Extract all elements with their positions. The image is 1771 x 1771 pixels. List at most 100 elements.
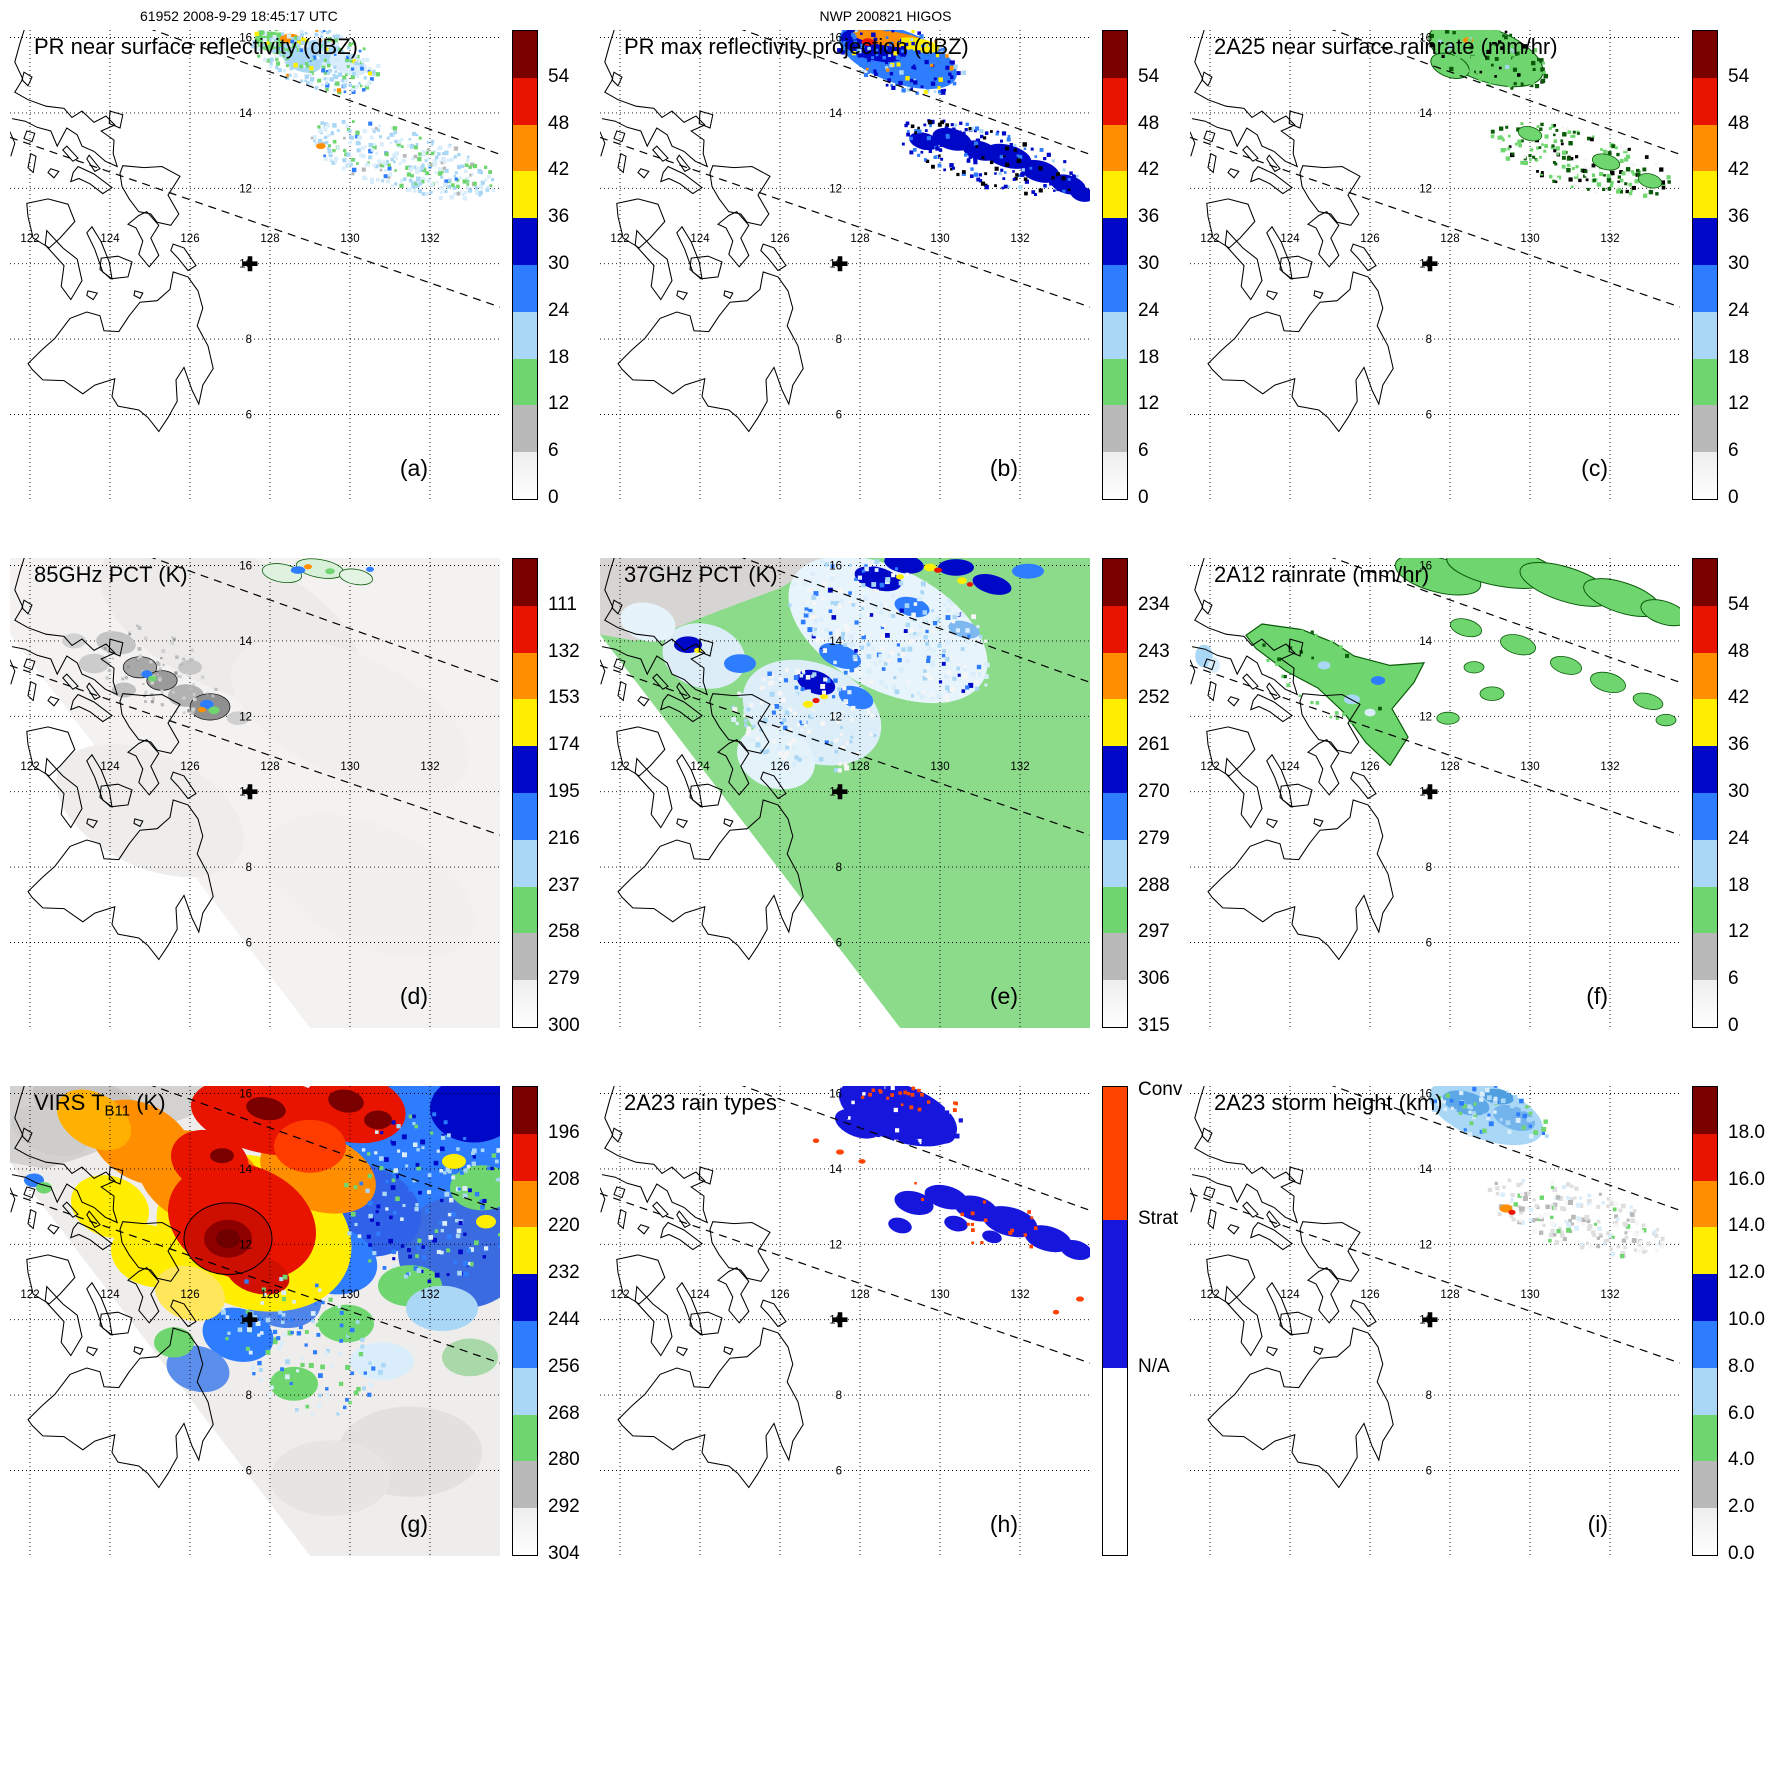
colorbar-segment [513, 1180, 537, 1228]
lon-tick-label: 130 [340, 233, 359, 245]
colorbar-segment [1103, 405, 1127, 453]
map-panel-g: 1221241261281301321614121086VIRS TB11 (K… [10, 1086, 606, 1564]
colorbar-tick-label: 10.0 [1728, 1309, 1765, 1330]
lon-tick-label: 128 [260, 233, 279, 245]
map-canvas-i: 1221241261281301321614121086 [1190, 1086, 1680, 1556]
colorbar-segment [513, 405, 537, 453]
lat-tick-label: 16 [239, 1089, 252, 1101]
colorbar-labels-c: 54 48 42 36 30 24 18 12 6 0 [1728, 30, 1771, 512]
colorbar-tick-label: 6.0 [1728, 1402, 1755, 1424]
colorbar-tick-label: 24 [1728, 299, 1750, 321]
gridlines [600, 30, 1090, 500]
colorbar-segment [1693, 1461, 1717, 1509]
storm-center-marker [832, 256, 848, 272]
colorbar-segment [1693, 77, 1717, 125]
colorbar-tick-label: 18 [1728, 346, 1750, 368]
colorbar-segment [1103, 1367, 1127, 1555]
colorbar-segment [1103, 839, 1127, 887]
colorbar-segment [513, 559, 537, 606]
colorbar-segment [1693, 886, 1717, 934]
colorbar-tick-label: 6 [1728, 440, 1739, 462]
lon-tick-label: 126 [180, 1289, 199, 1301]
lon-tick-label: 124 [690, 761, 710, 773]
colorbar-segment [1103, 1087, 1127, 1221]
lon-tick-label: 128 [850, 233, 869, 245]
coastlines [600, 558, 804, 961]
colorbar-tick-label: 258 [548, 921, 580, 943]
colorbar-segment [513, 311, 537, 359]
colorbar-tick-label: 54 [1138, 65, 1160, 87]
colorbar-segment [513, 31, 537, 78]
map-canvas-h: 1221241261281301321614121086 [600, 1086, 1090, 1556]
lon-tick-label: 124 [690, 1289, 710, 1301]
tick-labels: 1221241261281301321614121086 [610, 561, 1029, 950]
colorbar-tick-label: 24 [1728, 827, 1750, 849]
panel-title-text: 85GHz PCT (K) [34, 562, 188, 587]
lat-tick-label: 14 [1419, 1164, 1432, 1176]
coastlines [600, 1086, 804, 1489]
coastlines [1190, 558, 1394, 961]
lat-tick-label: 6 [1426, 938, 1432, 950]
colorbar-tick-label: 232 [548, 1262, 580, 1284]
colorbar-segment [1693, 933, 1717, 981]
panel-title-text: 2A23 rain types [624, 1090, 777, 1115]
colorbar-segment [513, 886, 537, 934]
lon-tick-label: 124 [100, 1289, 120, 1301]
colorbar-tick-label: 30 [548, 253, 570, 274]
colorbar-segment [1693, 1508, 1717, 1555]
colorbar-tick-label: 24 [1138, 299, 1160, 321]
panel-letter: (g) [399, 1511, 428, 1537]
lat-tick-label: 14 [829, 108, 842, 120]
panel-title-text: 2A25 near surface rainrate (mm/hr) [1214, 34, 1558, 59]
lat-tick-label: 14 [239, 636, 252, 648]
colorbar-tick-label: 18 [1728, 874, 1750, 896]
colorbar-labels-i: 18.0 16.0 14.0 12.0 10.0 8.0 6.0 4.0 2.0 0.0 [1728, 1086, 1771, 1568]
storm-center-marker [832, 1312, 848, 1328]
lat-tick-label: 16 [1419, 561, 1432, 573]
colorbar-segment [513, 171, 537, 219]
colorbar-segment [513, 1414, 537, 1462]
colorbar-segment [513, 1274, 537, 1321]
coastlines [1190, 1086, 1394, 1489]
storm-center-marker [242, 784, 258, 800]
colorbar-segment [1693, 218, 1717, 265]
colorbar-tick-label: 12.0 [1728, 1262, 1765, 1284]
lon-tick-label: 124 [1280, 233, 1300, 245]
lat-tick-label: 8 [836, 334, 842, 346]
panel-letter: (a) [399, 455, 428, 481]
lat-tick-label: 8 [246, 334, 252, 346]
lat-tick-label: 8 [1426, 1390, 1432, 1402]
tick-labels: 1221241261281301321614121086 [1200, 561, 1619, 950]
colorbar-f [1692, 558, 1718, 1028]
panel-title: 37GHz PCT (K) [624, 562, 778, 591]
lon-tick-label: 124 [100, 761, 120, 773]
colorbar-labels-f: 54 48 42 36 30 24 18 12 6 0 [1728, 558, 1771, 1040]
map-panel-i: 12212412612813013216141210862A23 storm h… [1190, 1086, 1771, 1564]
colorbar-segment [1103, 31, 1127, 78]
panel-letter: (f) [1586, 983, 1608, 1009]
lon-tick-label: 130 [340, 761, 359, 773]
lon-tick-label: 130 [930, 1289, 949, 1301]
lon-tick-label: 132 [1600, 1289, 1619, 1301]
colorbar-segment [1693, 124, 1717, 172]
panel-title-text: PR max reflectivity projection (dBZ) [624, 34, 969, 59]
map-area-f: 12212412612813013216141210862A12 rainrat… [1190, 558, 1680, 1028]
colorbar-segment [1103, 699, 1127, 747]
colorbar-tick-label: 132 [548, 640, 580, 662]
colorbar-segment [513, 124, 537, 172]
lon-tick-label: 132 [1600, 233, 1619, 245]
colorbar-segment [1103, 218, 1127, 265]
lat-tick-label: 14 [829, 1164, 842, 1176]
lat-tick-label: 6 [836, 410, 842, 422]
panel-title-text: 2A12 rainrate (mm/hr) [1214, 562, 1430, 587]
storm-center-marker [242, 1312, 258, 1328]
colorbar-segment [513, 1367, 537, 1415]
colorbar-segment [1693, 31, 1717, 78]
panel-letter: (c) [1581, 455, 1608, 481]
colorbar-segment [1103, 605, 1127, 653]
colorbar-tick-label: 18 [548, 346, 570, 368]
lon-tick-label: 128 [260, 1289, 279, 1301]
tick-labels: 1221241261281301321614121086 [610, 33, 1029, 422]
colorbar-segment [513, 1320, 537, 1368]
